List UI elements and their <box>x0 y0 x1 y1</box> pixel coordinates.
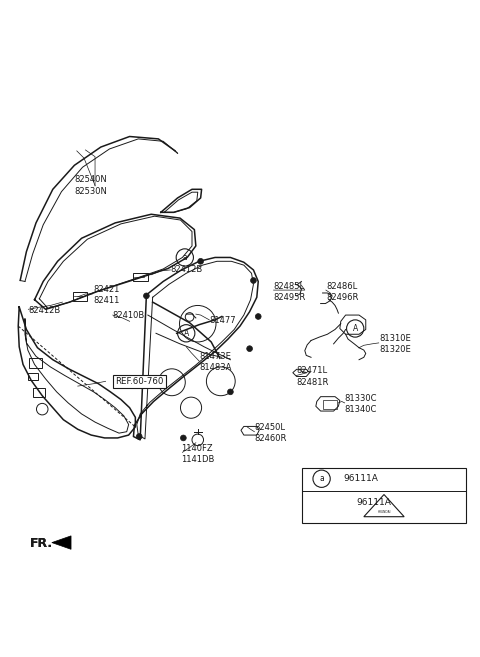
Bar <box>28 373 38 380</box>
Circle shape <box>198 258 204 264</box>
Text: 81473E
81483A: 81473E 81483A <box>199 352 231 372</box>
Bar <box>302 468 466 523</box>
Text: REF.60-760: REF.60-760 <box>115 377 164 386</box>
Text: 82450L
82460R: 82450L 82460R <box>254 423 287 443</box>
Text: 82485L
82495R: 82485L 82495R <box>274 282 306 302</box>
Bar <box>29 358 42 368</box>
Circle shape <box>136 434 142 440</box>
Circle shape <box>228 389 233 395</box>
Text: A: A <box>184 328 189 338</box>
Text: FR.: FR. <box>30 537 53 549</box>
Text: HYUNDAI: HYUNDAI <box>377 510 391 514</box>
Text: 82471L
82481R: 82471L 82481R <box>297 367 329 386</box>
Bar <box>133 273 148 281</box>
Bar <box>73 292 87 301</box>
Circle shape <box>247 346 252 351</box>
Text: 82412B: 82412B <box>29 306 61 315</box>
Text: 96111A: 96111A <box>356 498 391 507</box>
Text: 82421
82411: 82421 82411 <box>94 285 120 305</box>
Polygon shape <box>52 536 71 549</box>
Text: a: a <box>182 253 187 262</box>
Bar <box>323 399 337 409</box>
Circle shape <box>255 313 261 319</box>
Text: a: a <box>319 474 324 484</box>
Text: 1140FZ
1141DB: 1140FZ 1141DB <box>181 444 215 464</box>
Circle shape <box>251 278 256 283</box>
Text: 82412B: 82412B <box>170 265 203 275</box>
Text: 81330C
81340C: 81330C 81340C <box>345 394 377 415</box>
Text: A: A <box>353 324 358 333</box>
Text: 81477: 81477 <box>209 316 236 325</box>
Text: 81310E
81320E: 81310E 81320E <box>379 334 411 354</box>
Circle shape <box>180 435 186 441</box>
Text: FR.: FR. <box>30 537 53 550</box>
Text: 96111A: 96111A <box>343 474 378 484</box>
Bar <box>33 388 45 397</box>
Text: 82410B: 82410B <box>113 311 145 319</box>
Text: 82540N
82530N: 82540N 82530N <box>74 175 107 196</box>
Text: 82486L
82496R: 82486L 82496R <box>326 282 359 302</box>
Circle shape <box>144 293 149 299</box>
